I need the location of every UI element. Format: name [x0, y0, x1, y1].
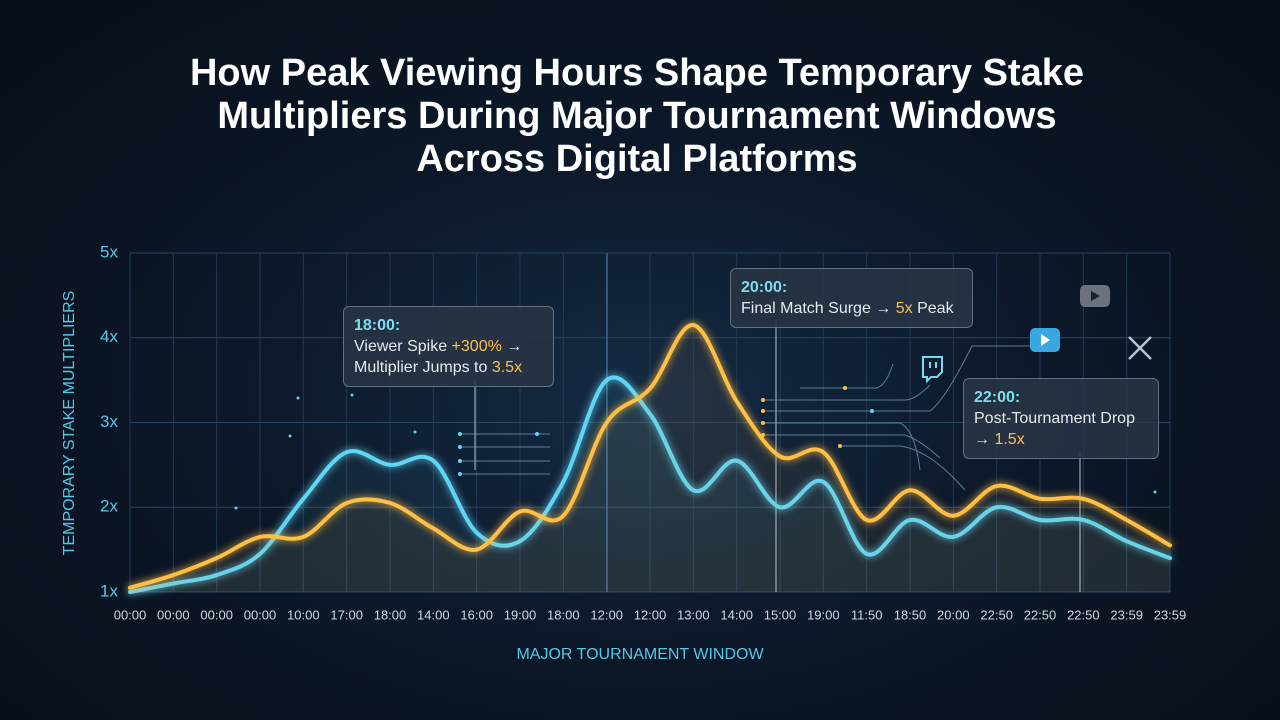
x-tick-label: 13:00 — [677, 607, 710, 622]
series-line — [128, 323, 1172, 590]
callout-text: Peak — [917, 300, 954, 317]
callout-text: → Multiplier Jumps to — [354, 338, 523, 376]
callout-text: Final Match Surge → — [741, 300, 892, 317]
flow-dots — [761, 386, 847, 448]
x-axis-label: MAJOR TOURNAMENT WINDOW — [516, 646, 764, 663]
x-tick-label: 16:00 — [460, 607, 493, 622]
platform-icons — [922, 285, 1152, 384]
series-line — [128, 375, 1172, 594]
flow-lines — [460, 345, 1030, 491]
callout-highlight: +300% — [451, 338, 502, 355]
callout: 18:00: Viewer Spike +300% → Multiplier Ju… — [343, 306, 554, 387]
x-tick-label: 12:00 — [634, 607, 667, 622]
x-tick-label: 17:00 — [330, 607, 363, 622]
callout: 20:00: Final Match Surge → 5x Peak — [730, 268, 973, 328]
area-fill — [130, 324, 1170, 592]
x-tick-label: 22:50 — [1024, 607, 1057, 622]
y-tick-label: 5x — [100, 242, 118, 261]
callout: 22:00: Post-Tournament Drop → 1.5x — [963, 378, 1159, 459]
callout-text: Viewer Spike — [354, 338, 448, 355]
x-tick-label: 22:50 — [980, 607, 1013, 622]
x-tick-label: 10:00 — [287, 607, 320, 622]
x-tick-label: 20:00 — [937, 607, 970, 622]
callout-highlight: 5x — [895, 300, 913, 317]
x-tick-label: 00:00 — [244, 607, 277, 622]
x-tick-label: 23:59 — [1110, 607, 1143, 622]
y-tick-label: 2x — [100, 497, 118, 516]
x-tick-label: 15:00 — [764, 607, 797, 622]
callout-text: Post-Tournament Drop → — [974, 410, 1135, 448]
callout-time: 20:00: — [741, 279, 788, 296]
y-tick-label: 4x — [100, 327, 118, 346]
x-tick-label: 19:00 — [807, 607, 840, 622]
x-tick-label: 14:00 — [417, 607, 450, 622]
flow-dots — [234, 393, 1157, 510]
x-tick-label: 11:50 — [851, 607, 883, 622]
callout-time: 18:00: — [354, 317, 401, 334]
x-tick-label: 00:00 — [200, 607, 233, 622]
chart-title: How Peak Viewing Hours Shape Temporary S… — [189, 52, 1084, 180]
x-tick-label: 00:00 — [114, 607, 147, 622]
x-tick-label: 12:00 — [590, 607, 623, 622]
y-tick-label: 3x — [100, 412, 118, 431]
x-tick-label: 18:00 — [374, 607, 407, 622]
y-tick-label: 1x — [100, 581, 118, 600]
callout-time: 22:00: — [974, 389, 1021, 406]
x-tick-label: 18:50 — [894, 607, 927, 622]
x-tick-label: 00:00 — [157, 607, 190, 622]
area-fill — [130, 377, 1170, 592]
x-tick-label: 22:50 — [1067, 607, 1100, 622]
x-tick-label: 14:00 — [720, 607, 753, 622]
callout-highlight: 3.5x — [491, 359, 523, 376]
x-tick-label: 18:00 — [547, 607, 580, 622]
callout-highlight: 1.5x — [994, 431, 1025, 448]
x-tick-label: 19:00 — [504, 607, 537, 622]
x-tick-label: 23:59 — [1154, 607, 1187, 622]
y-axis-label: TEMPORARY STAKE MULTIPLIERS — [61, 291, 78, 556]
